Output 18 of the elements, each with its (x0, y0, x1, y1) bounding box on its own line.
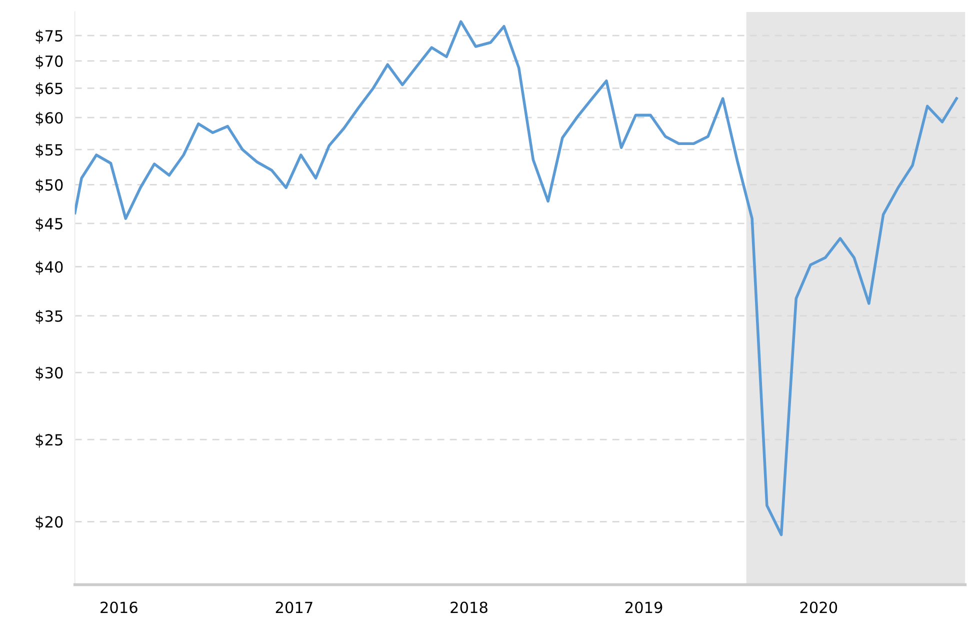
x-tick-label: 2017 (276, 602, 312, 614)
y-tick-label: $60 (36, 112, 63, 126)
y-tick-label: $35 (36, 310, 62, 324)
x-tick-label: 2016 (100, 602, 138, 614)
x-tick-label: 2018 (450, 602, 488, 614)
y-tick-label: $45 (36, 218, 62, 232)
y-tick-label: $70 (36, 55, 63, 69)
y-tick-label: $25 (36, 434, 62, 448)
y-tick-label: $75 (36, 30, 62, 44)
x-tick-label: 2019 (626, 602, 662, 614)
y-tick-label: $20 (36, 516, 63, 530)
y-tick-label: $55 (36, 144, 62, 158)
y-tick-label: $40 (36, 260, 63, 275)
y-tick-label: $50 (36, 178, 63, 193)
x-tick-label: 2020 (800, 602, 838, 614)
y-tick-label: $65 (36, 82, 62, 96)
line-series (74, 20, 958, 536)
y-tick-label: $30 (36, 366, 63, 381)
